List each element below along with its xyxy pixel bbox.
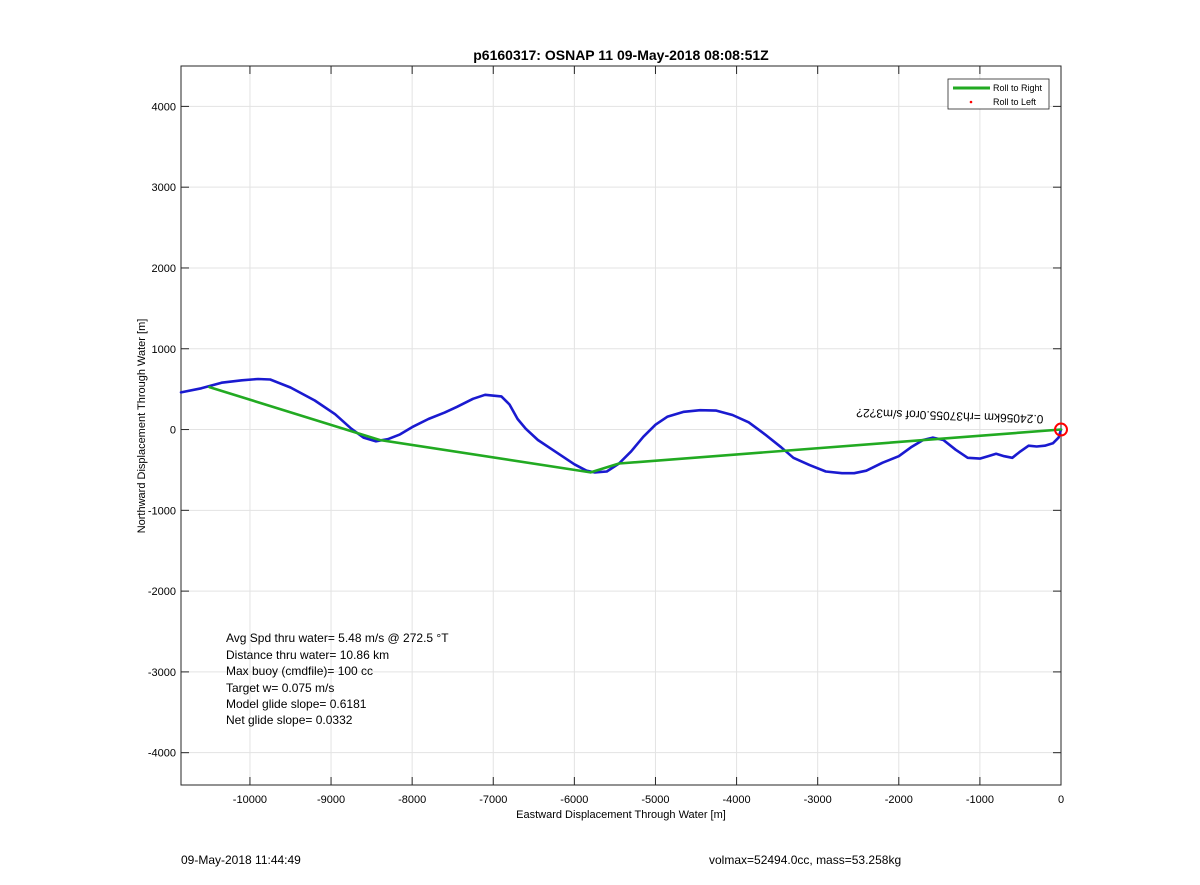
track-annotation: 0.24056km =rh37055.0rof s/m3?2? [856, 406, 1044, 427]
x-tick-label: -4000 [723, 794, 751, 806]
y-tick-label: -4000 [148, 748, 176, 760]
y-tick-label: -3000 [148, 667, 176, 679]
x-tick-label: -8000 [398, 794, 426, 806]
y-tick-label: -2000 [148, 586, 176, 598]
x-tick-label: -7000 [479, 794, 507, 806]
axes-frame [180, 65, 1062, 786]
series-line-roll-right [208, 385, 1063, 474]
y-axis: -4000 -3000 -2000 -1000 0 1000 2000 3000 4000 [148, 101, 1061, 760]
x-tick-label: -6000 [560, 794, 588, 806]
x-tick-label: -1000 [966, 794, 994, 806]
y-tick-label: -1000 [148, 505, 176, 517]
footer-timestamp: 09-May-2018 11:44:49 [181, 853, 301, 867]
legend-label-roll-left: Roll to Left [993, 97, 1037, 107]
y-tick-label: 0 [170, 425, 176, 437]
x-tick-label: -5000 [641, 794, 669, 806]
legend-label-roll-right: Roll to Right [993, 83, 1043, 93]
legend-box [947, 78, 1050, 110]
y-axis-label: Northward Displacement Through Water [m] [136, 319, 148, 534]
stat-avg-speed: Avg Spd thru water= 5.48 m/s @ 272.5 °T [226, 631, 449, 645]
x-axis: -10000 -9000 -8000 -7000 -6000 -5000 -4000 -300… [233, 66, 1064, 806]
stats-text: Avg Spd thru water= 5.48 m/s @ 272.5 °T … [226, 631, 449, 727]
y-tick-label: 4000 [152, 101, 176, 113]
stat-distance: Distance thru water= 10.86 km [226, 648, 389, 662]
x-axis-label: Eastward Displacement Through Water [m] [516, 809, 726, 821]
x-tick-label: -10000 [233, 794, 267, 806]
y-tick-label: 3000 [152, 182, 176, 194]
legend: Roll to Right Roll to Left [947, 78, 1050, 110]
stat-net-glide: Net glide slope= 0.0332 [226, 713, 353, 727]
end-marker [1054, 422, 1068, 437]
legend-swatch-roll-left [969, 100, 973, 104]
x-tick-label: -2000 [885, 794, 913, 806]
series-group [179, 377, 1068, 475]
chart-title: p6160317: OSNAP 11 09-May-2018 08:08:51Z [473, 47, 769, 63]
y-tick-label: 2000 [152, 263, 176, 275]
x-tick-label: -9000 [317, 794, 345, 806]
footer-volmax-mass: volmax=52494.0cc, mass=53.258kg [709, 853, 902, 867]
x-tick-label: 0 [1058, 794, 1064, 806]
stat-model-glide: Model glide slope= 0.6181 [226, 697, 367, 711]
stat-target-w: Target w= 0.075 m/s [226, 681, 334, 695]
y-tick-label: 1000 [152, 344, 176, 356]
stat-max-buoy: Max buoy (cmdfile)= 100 cc [226, 664, 373, 678]
x-tick-label: -3000 [804, 794, 832, 806]
series-line-track [179, 377, 1063, 475]
